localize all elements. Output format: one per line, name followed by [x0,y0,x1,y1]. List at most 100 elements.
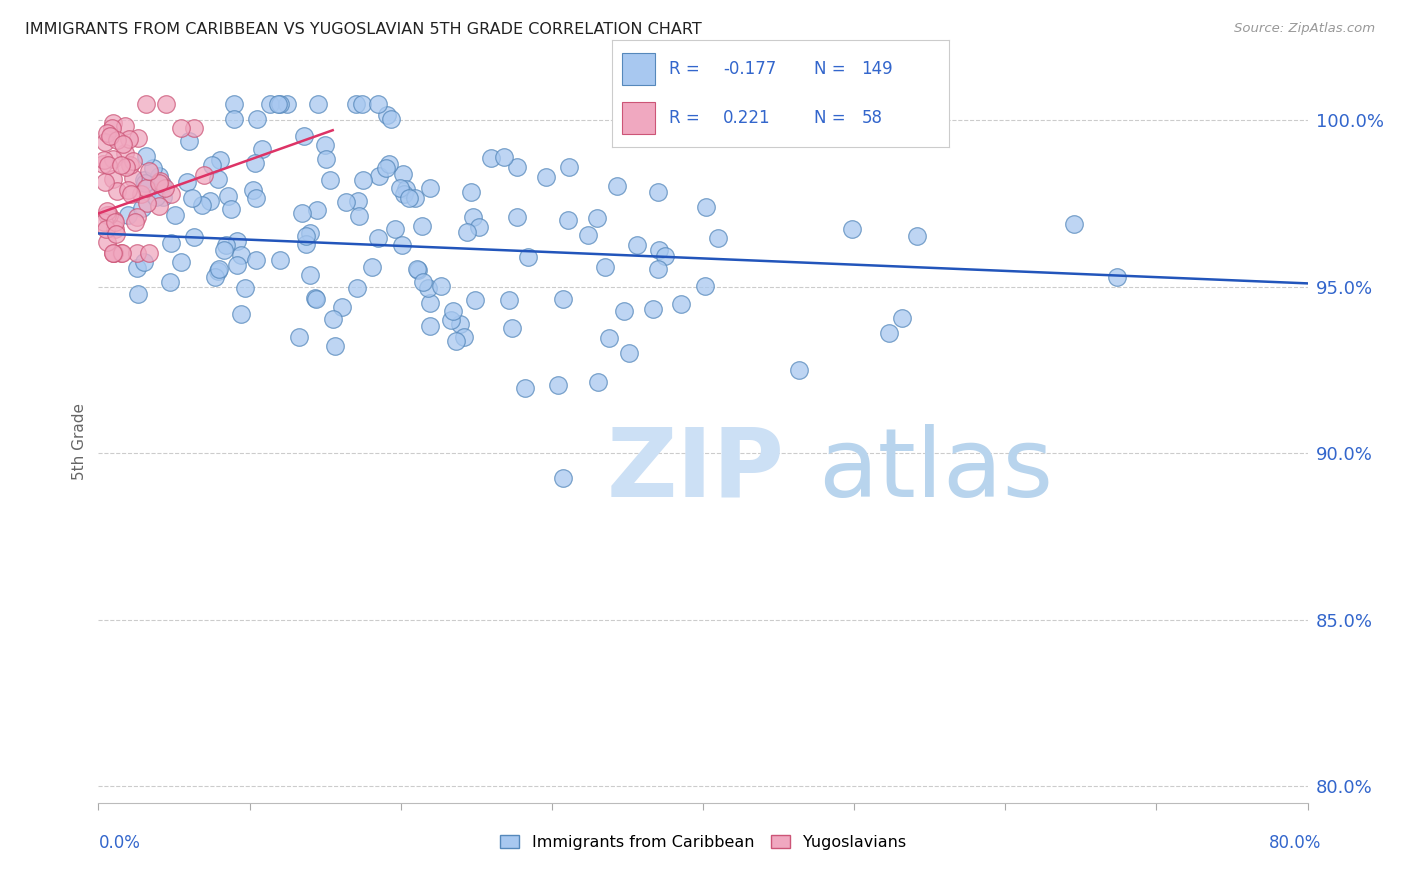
Point [412,275,434,289]
Point [177,134,200,148]
Point [706,231,728,245]
Point [136,195,159,210]
Point [152,190,174,204]
Point [695,200,717,214]
Point [176,175,198,189]
Text: atlas: atlas [818,424,1053,517]
Point [456,225,478,239]
Point [132,254,155,268]
Point [346,281,368,295]
Point [250,142,273,156]
Point [606,178,628,193]
Point [224,96,246,111]
Point [558,160,581,174]
Point [149,174,172,188]
Point [347,209,370,223]
Point [104,222,127,236]
Point [449,317,471,331]
Point [138,164,160,178]
Point [323,339,346,353]
Point [93,214,115,228]
Point [131,202,153,216]
Point [135,181,157,195]
Point [170,121,193,136]
Point [120,158,142,172]
Point [368,169,391,183]
Point [190,198,212,212]
Point [352,173,374,187]
Point [124,215,146,229]
Point [292,128,315,143]
Point [547,378,569,392]
Text: -0.177: -0.177 [723,60,776,78]
Point [159,275,181,289]
Point [295,236,318,251]
Point [121,154,143,169]
Point [114,146,136,161]
Point [647,185,669,199]
Point [160,235,183,250]
Point [145,190,167,204]
Point [479,151,502,165]
Point [207,263,229,277]
Point [907,229,929,244]
Point [135,148,157,162]
Point [453,330,475,344]
Point [118,132,141,146]
Point [404,191,426,205]
Point [105,227,128,242]
Point [585,211,607,225]
Point [367,230,389,244]
Point [613,303,636,318]
Point [193,168,215,182]
Point [787,362,810,376]
Point [441,304,464,318]
Point [100,128,122,143]
Point [517,250,540,264]
Point [201,158,224,172]
Point [515,381,537,395]
Point [598,331,620,345]
Point [127,210,149,224]
Point [304,291,326,305]
Point [315,153,337,167]
Point [378,157,401,171]
Point [305,203,328,218]
Point [217,189,239,203]
Point [361,260,384,274]
Point [330,300,353,314]
Point [1107,270,1129,285]
Y-axis label: 5th Grade: 5th Grade [72,403,87,480]
Point [648,243,671,257]
Bar [621,103,655,135]
Point [557,213,579,227]
Point [243,155,266,169]
Point [212,243,235,257]
Point [222,112,245,126]
Point [841,222,863,236]
Point [101,116,124,130]
Point [105,184,128,198]
Point [586,375,609,389]
Point [115,160,138,174]
Text: N =: N = [814,60,851,78]
Point [501,320,523,334]
Point [460,185,482,199]
Point [112,137,135,152]
Point [288,329,311,343]
Point [299,227,322,241]
Point [98,208,121,222]
Point [96,204,118,219]
Point [125,246,148,260]
Point [418,281,440,295]
Point [215,238,238,252]
Point [110,158,132,172]
Point [150,177,173,191]
Point [593,260,616,274]
Point [319,172,342,186]
Text: 58: 58 [862,110,883,128]
Text: Source: ZipAtlas.com: Source: ZipAtlas.com [1234,22,1375,36]
Point [305,292,328,306]
Point [344,96,367,111]
Point [267,96,290,111]
